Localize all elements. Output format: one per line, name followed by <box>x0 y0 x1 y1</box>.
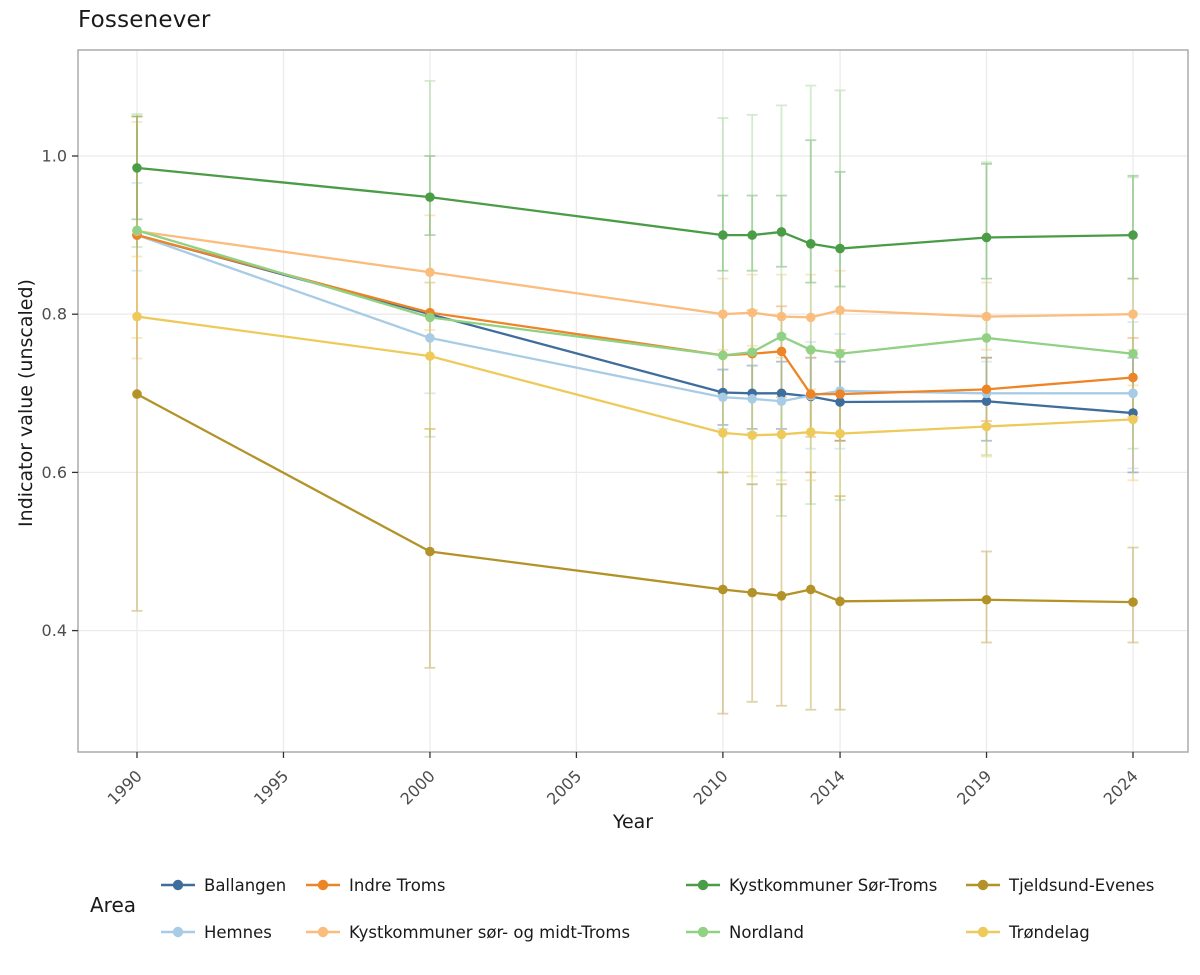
errorbars-Trøndelag <box>131 255 1139 498</box>
series-points-Trøndelag <box>132 311 1138 441</box>
chart-title: Fossenever <box>78 7 211 33</box>
x-tick-label: 2010 <box>689 766 731 808</box>
legend-label: Kystkommuner Sør-Troms <box>729 875 938 895</box>
series-points-Nordland <box>132 225 1138 361</box>
series-points-Kystkommuner sør- og midt-Troms <box>132 226 1138 323</box>
legend-column: Kystkommuner Sør-Troms Nordland <box>685 874 937 943</box>
x-tick-label: 2014 <box>807 766 849 808</box>
legend-entry-Tjeldsund-Evenes: Tjeldsund-Evenes <box>965 874 1154 896</box>
legend-entry-Nordland: Nordland <box>685 921 937 943</box>
y-axis-label: Indicator value (unscaled) <box>15 279 37 527</box>
errorbars-Tjeldsund-Evenes <box>131 115 1139 715</box>
legend-key-icon <box>306 879 340 891</box>
legend-key-icon <box>306 926 340 938</box>
errorbars-Indre Troms <box>717 305 1139 442</box>
legend-column: Ballangen Hemnes <box>160 874 286 943</box>
series-points-Tjeldsund-Evenes <box>132 389 1138 607</box>
legend-entry-Indre Troms: Indre Troms <box>305 874 630 896</box>
legend-key-icon <box>686 879 720 891</box>
errorbars-Kystkommuner Sør-Troms <box>131 115 1139 288</box>
x-tick-label: 2019 <box>953 766 995 808</box>
errorbars-Nordland <box>131 79 1139 517</box>
x-tick-label: 2005 <box>543 766 585 808</box>
legend-key-icon <box>966 879 1000 891</box>
series-points-Kystkommuner Sør-Troms <box>132 163 1138 254</box>
y-tick-label: 1.0 <box>42 147 67 166</box>
x-tick-label: 1990 <box>104 766 146 808</box>
legend-label: Indre Troms <box>349 875 446 895</box>
y-tick-label: 0.6 <box>42 463 67 482</box>
x-axis-label: Year <box>612 811 654 833</box>
legend-column: Indre Troms Kystkommuner sør- og midt-Tro… <box>305 874 630 943</box>
legend-key-icon <box>161 926 195 938</box>
y-tick-label: 0.4 <box>42 621 67 640</box>
legend-title: Area <box>90 893 137 917</box>
legend-key-icon <box>686 926 720 938</box>
errorbars-Ballangen <box>717 356 1139 474</box>
legend-entry-Hemnes: Hemnes <box>160 921 286 943</box>
legend-label: Ballangen <box>204 875 287 895</box>
legend-entry-Trøndelag: Trøndelag <box>965 921 1154 943</box>
y-tick-label: 0.8 <box>42 305 67 324</box>
legend-column: Tjeldsund-Evenes Trøndelag <box>965 874 1154 943</box>
legend-entry-Ballangen: Ballangen <box>160 874 286 896</box>
legend-label: Hemnes <box>204 922 272 942</box>
legend-label: Trøndelag <box>1009 922 1090 942</box>
x-tick-label: 2000 <box>397 766 439 808</box>
plot-canvas: 0.4 0.6 0.8 1.0 1990 1995 2000 2005 2010 2014 2019… <box>42 49 1189 809</box>
legend-entry-Kystkommuner Sør-Troms: Kystkommuner Sør-Troms <box>685 874 937 896</box>
legend-entry-Kystkommuner sør- og midt-Troms: Kystkommuner sør- og midt-Troms <box>305 921 630 943</box>
legend-label: Kystkommuner sør- og midt-Troms <box>349 922 631 942</box>
x-tick-label: 2024 <box>1100 766 1142 808</box>
x-tick-label: 1995 <box>250 766 292 808</box>
axis-ticks: 0.4 0.6 0.8 1.0 1990 1995 2000 2005 2010 2014 2019… <box>42 147 1142 809</box>
legend-key-icon <box>161 879 195 891</box>
panel-border <box>77 49 1189 753</box>
gridlines <box>78 50 1188 752</box>
legend-key-icon <box>966 926 1000 938</box>
legend-label: Nordland <box>729 922 805 942</box>
legend-label: Tjeldsund-Evenes <box>1009 875 1155 895</box>
